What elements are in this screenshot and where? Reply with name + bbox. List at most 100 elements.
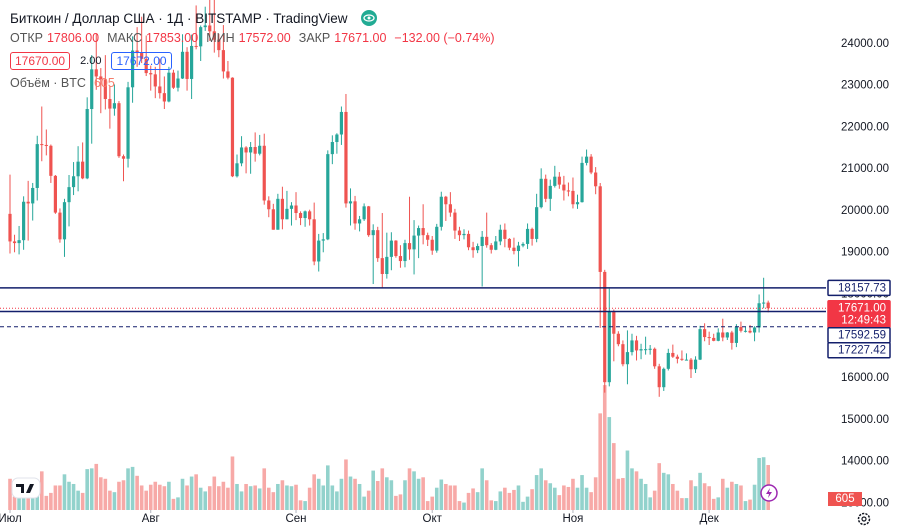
candle-body [235,163,239,177]
volume-bar [366,490,371,510]
candle-body [725,332,729,338]
volume-bar [466,492,471,510]
candle-body [598,186,602,272]
title-row: Биткоин / Доллар США · 1Д · BITSTAMP · T… [10,8,495,28]
candle-body [362,206,366,220]
volume-label: Объём · BTC [10,76,86,90]
candle-body [571,190,575,205]
bolt [766,488,772,498]
candle-body [712,337,716,341]
candle-body [644,349,648,351]
candle-body [339,111,344,135]
volume-bar [316,478,321,510]
candle-body [126,87,130,159]
volume-bar [67,481,71,510]
volume-bar [475,492,480,510]
volume-bar [303,501,307,510]
candle-body [371,230,375,236]
volume-bar [239,491,244,510]
candle-body [203,25,207,28]
volume-bar [198,487,203,510]
volume-bar [99,477,103,510]
volume-bar [675,490,680,510]
y-tick-label: 21000.00 [841,163,889,175]
candle-body [417,228,421,236]
candle-body [721,332,725,338]
candle-body [348,201,353,204]
candle-body [357,219,362,224]
candle-body [662,368,666,388]
volume-bar [253,485,257,510]
candle-body [566,190,571,192]
candle-body [575,202,580,205]
candle-body [35,144,39,188]
volume-bar [194,474,198,510]
quote-row: 17670.00 2.00 17672.00 [10,51,495,71]
candle-body [766,302,770,309]
volume-bar [757,457,761,510]
ask[interactable]: 17672.00 [111,52,172,70]
volume-bar [607,417,612,510]
bid[interactable]: 17670.00 [10,52,71,70]
x-tick-label: Июл [0,513,22,525]
volume-bar [217,486,221,510]
candle-body [584,156,589,163]
change: −132.00 (−0.74%) [394,31,495,45]
candle-body [448,204,452,213]
candle-body [703,329,707,338]
legend: Биткоин / Доллар США · 1Д · BITSTAMP · T… [10,8,495,93]
candle-body [31,187,35,204]
candle-body [140,53,144,59]
price-tag-label: 18157.73 [838,282,886,294]
candle-body [22,201,26,241]
candle-body [430,239,434,251]
volume-bar [276,483,280,510]
volume-bar [385,477,389,510]
volume-bar [71,483,76,510]
candle-body [426,235,430,240]
ohlc-row: ОТКР 17806.00 МАКС 17853.00 МИН 17572.00 ЗАКР 1… [10,28,495,48]
candle-body [707,337,711,339]
volume-bar [739,485,743,510]
volume-bar [266,487,271,510]
candle-body [253,147,257,154]
candle-body [730,332,734,343]
volume-bar [153,481,158,510]
volume-bar [589,492,593,510]
volume-bar [330,485,335,510]
volume-bar [416,478,421,510]
lightning-icon[interactable] [760,484,778,502]
volume-bar [171,498,176,510]
volume-bar [539,468,543,510]
candle-body [535,207,539,239]
candle-body [407,243,412,250]
candle-body [180,51,185,79]
candle-body [494,241,498,250]
volume-bar [562,485,566,510]
candle-body [616,333,620,345]
eye-icon[interactable] [360,9,378,27]
x-tick-label: Сен [285,513,306,525]
ohlc-label: ОТКР [10,31,43,45]
volume-bar [280,480,285,510]
candle-body [321,239,325,241]
volume-bar [235,483,239,510]
price-tag-label: 17227.42 [838,345,886,357]
volume-bar [616,478,621,510]
symbol-title[interactable]: Биткоин / Доллар США · 1Д · BITSTAMP · T… [10,10,348,26]
candle-body [634,340,639,351]
volume-bar [294,484,298,510]
candle-body [135,50,139,54]
gear-hole [861,516,867,522]
volume-bar [180,478,185,510]
price-tag-label: 17592.59 [838,330,886,342]
candle-body [326,154,330,240]
candle-body [462,233,466,236]
volume-bar [353,478,357,510]
settings-icon[interactable] [857,512,871,526]
volume-bar [321,485,326,510]
candle-body [94,69,98,77]
volume-bar [362,496,366,510]
candle-body [303,211,307,219]
candle-body [294,205,298,214]
